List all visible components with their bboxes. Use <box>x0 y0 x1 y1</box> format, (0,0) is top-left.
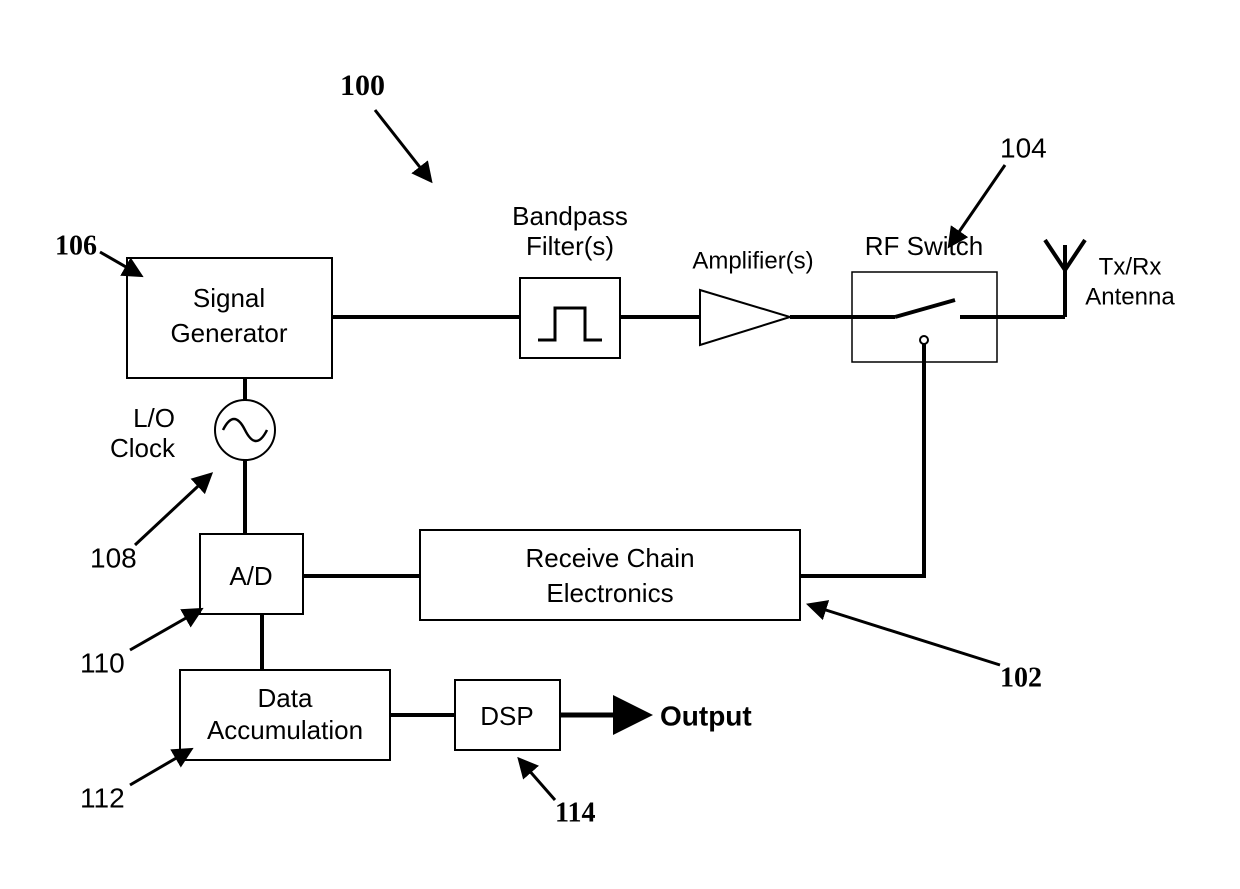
ref-106: 106 <box>55 230 97 261</box>
ref-114: 114 <box>555 797 595 828</box>
ref-102: 102 <box>1000 662 1042 693</box>
wires <box>245 317 1065 715</box>
bandpass-label-1: Bandpass <box>512 201 628 231</box>
output-block: Output <box>560 700 752 731</box>
dsp-block: DSP <box>455 680 560 750</box>
dsp-label: DSP <box>480 701 533 731</box>
signal-generator-label-1: Signal <box>193 283 265 313</box>
data-accum-label-1: Data <box>258 683 313 713</box>
ad-block: A/D <box>200 534 303 614</box>
block-diagram: Signal Generator Bandpass Filter(s) Ampl… <box>0 0 1240 889</box>
ref-112: 112 <box>80 782 125 813</box>
rf-switch-block: RF Switch <box>852 231 997 362</box>
ref-100: 100 <box>340 69 385 102</box>
antenna-label-2: Antenna <box>1085 283 1175 310</box>
receive-chain-block: Receive Chain Electronics <box>420 530 800 620</box>
antenna-label-1: Tx/Rx <box>1099 253 1162 280</box>
switch-contact-icon <box>920 336 928 344</box>
ad-label: A/D <box>229 561 272 591</box>
antenna-block: Tx/Rx Antenna <box>1045 240 1175 317</box>
lo-clock-block: L/O Clock <box>110 400 275 463</box>
amplifier-icon <box>700 290 790 345</box>
ref-108: 108 <box>90 542 137 573</box>
bandpass-label-2: Filter(s) <box>526 231 614 261</box>
receive-chain-label-1: Receive Chain <box>525 543 694 573</box>
ref-110: 110 <box>80 647 125 678</box>
amplifier-label: Amplifier(s) <box>692 247 813 274</box>
amplifier-block: Amplifier(s) <box>692 247 813 345</box>
signal-generator-label-2: Generator <box>170 318 287 348</box>
bandpass-filter-block: Bandpass Filter(s) <box>512 201 628 358</box>
ref-104: 104 <box>1000 132 1047 163</box>
signal-generator-block: Signal Generator <box>127 258 332 378</box>
lo-clock-label-2: Clock <box>110 433 176 463</box>
rf-switch-label: RF Switch <box>865 231 983 261</box>
receive-chain-label-2: Electronics <box>546 578 673 608</box>
lo-clock-label-1: L/O <box>133 403 175 433</box>
data-accumulation-block: Data Accumulation <box>180 670 390 760</box>
reference-labels: 100 104 106 108 110 112 114 102 <box>55 69 1047 829</box>
data-accum-label-2: Accumulation <box>207 715 363 745</box>
pulse-icon <box>538 308 602 340</box>
output-label: Output <box>660 700 752 731</box>
sine-icon <box>223 419 267 441</box>
